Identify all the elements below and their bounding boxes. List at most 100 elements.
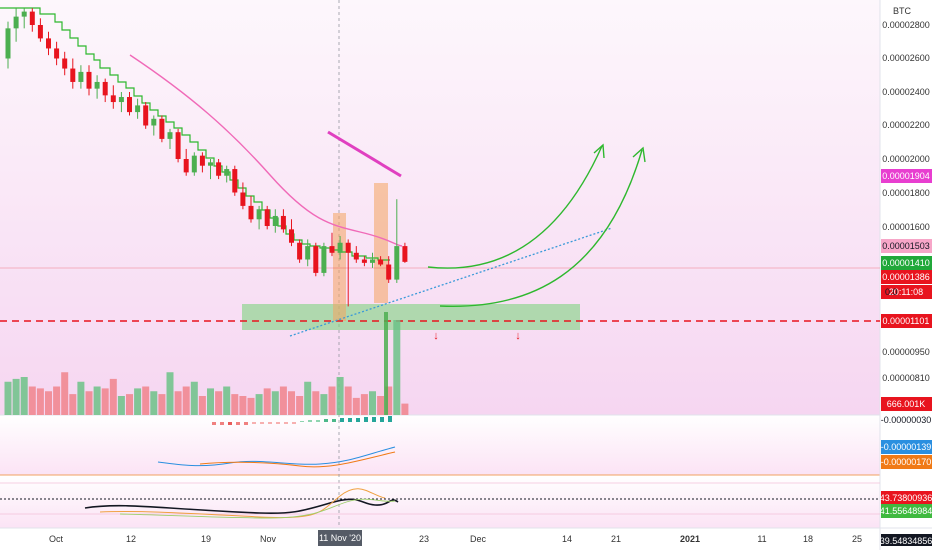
candle-body bbox=[151, 118, 157, 126]
candle-body bbox=[46, 38, 51, 49]
candle-body bbox=[70, 68, 76, 82]
candle-body bbox=[345, 242, 351, 253]
volume-bar bbox=[158, 394, 166, 415]
candle-body bbox=[386, 264, 392, 280]
volume-bar bbox=[304, 381, 312, 415]
volume-bar bbox=[93, 386, 101, 415]
price-tag-countdown: 20:11:08 bbox=[881, 285, 932, 299]
candle-body bbox=[305, 246, 311, 260]
time-axis-label: 19 bbox=[201, 534, 211, 544]
price-labels: 0.00002800 0.00002600 0.00002400 0.00002200… bbox=[882, 20, 930, 383]
candle-body bbox=[86, 71, 92, 89]
time-axis-label: 25 bbox=[852, 534, 862, 544]
price-tag-magenta: 0.00001904 bbox=[881, 169, 932, 183]
volume-bar bbox=[271, 391, 279, 415]
volume-bar bbox=[328, 386, 336, 415]
candle-body bbox=[272, 215, 278, 226]
svg-text:-0.00000030: -0.00000030 bbox=[881, 415, 932, 425]
down-arrow-2: ↓ bbox=[515, 330, 521, 342]
price-axis-label: 0.00001800 bbox=[882, 188, 930, 198]
descending-annotation[interactable] bbox=[327, 130, 402, 178]
volume-bar bbox=[296, 396, 304, 415]
price-axis-label: 0.00002200 bbox=[882, 120, 930, 130]
rsi-line-black bbox=[84, 498, 399, 515]
candle-body bbox=[37, 25, 43, 39]
volume-bar bbox=[336, 377, 344, 415]
svg-text:666.001K: 666.001K bbox=[887, 399, 926, 409]
ma-green-step-line bbox=[0, 7, 390, 261]
candles-group bbox=[5, 8, 408, 307]
candle-body bbox=[54, 48, 60, 59]
volume-bar bbox=[312, 391, 320, 415]
support-zone[interactable] bbox=[242, 304, 580, 330]
highlight-box-2[interactable] bbox=[374, 183, 388, 303]
volume-bar bbox=[239, 396, 247, 415]
candle-body bbox=[62, 58, 68, 69]
candle-body bbox=[127, 97, 132, 113]
candle-body bbox=[240, 192, 246, 206]
volume-bar bbox=[150, 391, 158, 415]
volume-bar bbox=[393, 320, 401, 415]
volume-bar bbox=[36, 388, 44, 415]
candle-body bbox=[378, 259, 384, 265]
time-axis-label: 23 bbox=[419, 534, 429, 544]
candle-body bbox=[232, 169, 238, 193]
volume-bar bbox=[401, 403, 409, 415]
volume-bar bbox=[101, 388, 109, 415]
macd-tag-orange: -0.00000170 bbox=[881, 455, 932, 469]
candle-body bbox=[402, 246, 408, 262]
volume-bar bbox=[352, 397, 360, 415]
candle-body bbox=[21, 11, 27, 17]
volume-bar bbox=[12, 378, 20, 415]
volume-bar bbox=[126, 394, 133, 415]
svg-text:-0.00000170: -0.00000170 bbox=[881, 457, 932, 467]
projection-arrow-1[interactable] bbox=[427, 145, 603, 269]
volume-bar bbox=[263, 388, 271, 415]
svg-text:0.00001386: 0.00001386 bbox=[882, 272, 930, 282]
time-axis-label: Oct bbox=[49, 534, 64, 544]
svg-text:0.00001904: 0.00001904 bbox=[882, 171, 930, 181]
volume-bar bbox=[369, 391, 376, 415]
price-axis-label: 0.00002400 bbox=[882, 87, 930, 97]
candle-body bbox=[297, 242, 303, 260]
candle-body bbox=[248, 205, 254, 220]
volume-bar bbox=[77, 381, 85, 415]
price-tag-green: 0.00001410 bbox=[881, 256, 932, 270]
price-axis-label: 0.00002800 bbox=[882, 20, 930, 30]
time-axis-label: 18 bbox=[803, 534, 813, 544]
svg-text:0.0: 0.0 bbox=[885, 287, 898, 297]
time-axis-label: Nov bbox=[260, 534, 277, 544]
svg-text:0.00001410: 0.00001410 bbox=[882, 258, 930, 268]
price-axis-label: 0.00000950 bbox=[882, 347, 930, 357]
volume-bar bbox=[182, 386, 190, 415]
volume-bar bbox=[20, 377, 28, 415]
volume-bar bbox=[223, 386, 231, 415]
projection-arrow-2[interactable] bbox=[439, 149, 643, 307]
candle-body bbox=[289, 229, 294, 243]
svg-text:20:11:08: 20:11:08 bbox=[889, 287, 923, 297]
candle-body bbox=[78, 71, 84, 82]
volume-bar bbox=[109, 378, 117, 415]
macd-line-blue bbox=[157, 446, 396, 467]
ma-pink-line bbox=[129, 54, 403, 247]
price-tag-support: 0.00001101 bbox=[881, 314, 932, 328]
candle-body bbox=[256, 209, 262, 220]
candle-body bbox=[337, 242, 343, 253]
volume-bar bbox=[360, 394, 368, 415]
volume-bar bbox=[198, 396, 206, 415]
highlight-box-1[interactable] bbox=[333, 213, 346, 321]
candle-body bbox=[143, 105, 149, 126]
volume-bar bbox=[190, 381, 198, 415]
price-tag-pink: 0.00001503 bbox=[881, 239, 932, 253]
volume-bar bbox=[69, 394, 77, 415]
price-tags: 0.00001904 0.00001503 0.00001410 0.00001386… bbox=[880, 169, 932, 546]
volume-bar bbox=[231, 394, 239, 415]
candle-body bbox=[135, 105, 141, 113]
volume-bar bbox=[4, 381, 12, 415]
price-axis-label: 0.00002000 bbox=[882, 154, 930, 164]
trend-line[interactable] bbox=[289, 227, 613, 337]
price-axis-label: 0.00000810 bbox=[882, 373, 930, 383]
candle-body bbox=[216, 162, 222, 176]
candle-body bbox=[313, 246, 319, 273]
